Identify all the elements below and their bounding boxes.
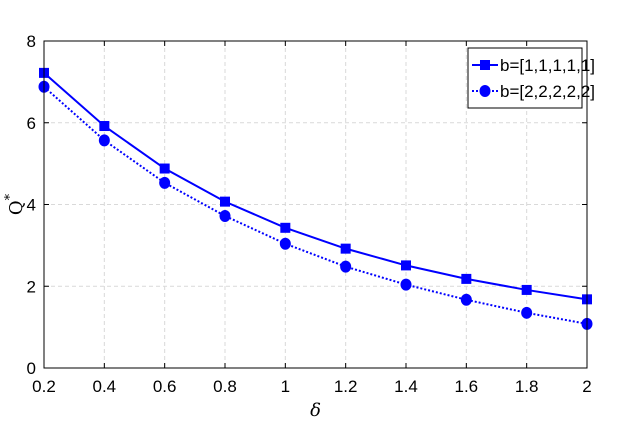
legend: b=[1,1,1,1,1] b=[2,2,2,2,2] bbox=[467, 47, 595, 109]
series-layer bbox=[38, 67, 593, 330]
series-line-1 bbox=[43, 72, 588, 301]
series-1-marker bbox=[401, 260, 411, 271]
x-tick-label: 0.6 bbox=[153, 377, 177, 396]
series-1-marker bbox=[99, 121, 110, 132]
ticks bbox=[43, 40, 588, 369]
series-1-marker bbox=[461, 273, 472, 284]
x-tick-label: 1 bbox=[281, 377, 290, 396]
x-tick-label: 1.4 bbox=[394, 377, 418, 396]
x-tick-label: 1.2 bbox=[334, 377, 358, 396]
series-1-marker bbox=[220, 196, 230, 207]
series-2-marker bbox=[159, 176, 171, 189]
legend-label-1: b=[1,1,1,1,1] bbox=[500, 56, 595, 75]
x-tick-label: 0.8 bbox=[213, 377, 237, 396]
legend-label-2: b=[2,2,2,2,2] bbox=[500, 82, 595, 101]
series-line-2 bbox=[43, 86, 588, 325]
series-2-marker bbox=[98, 134, 110, 147]
y-tick-label: 4 bbox=[27, 196, 36, 215]
series-1-marker bbox=[340, 243, 351, 254]
y-axis-label-main: Q bbox=[6, 200, 27, 215]
x-tick-label: 1.6 bbox=[455, 377, 479, 396]
x-axis-label: δ bbox=[310, 400, 321, 421]
y-tick-label: 2 bbox=[27, 277, 36, 296]
x-tick-label: 1.8 bbox=[515, 377, 539, 396]
x-tick-label: 0.4 bbox=[93, 377, 117, 396]
series-2-marker bbox=[460, 293, 472, 306]
series-2-marker bbox=[400, 278, 412, 291]
series-2-marker bbox=[521, 306, 533, 319]
y-axis-label: Q* bbox=[3, 193, 27, 215]
tick-labels: 0.2 0.4 0.6 0.8 1 1.2 1.4 1.6 1.8 2 0 2 4 6 8 bbox=[27, 32, 592, 396]
y-tick-label: 6 bbox=[27, 114, 36, 133]
y-axis-label-superscript: * bbox=[3, 193, 18, 200]
legend-marker-square bbox=[480, 60, 490, 70]
series-2-marker bbox=[279, 237, 291, 250]
legend-box bbox=[467, 47, 583, 109]
series-1-marker bbox=[159, 163, 170, 174]
series-2-marker bbox=[219, 209, 231, 222]
series-2-marker bbox=[340, 260, 352, 273]
series-1-marker bbox=[521, 284, 532, 295]
legend-marker-circle bbox=[479, 85, 491, 97]
y-tick-label: 8 bbox=[27, 32, 36, 51]
x-tick-label: 2 bbox=[582, 377, 591, 396]
series-1-marker bbox=[280, 222, 291, 233]
y-tick-label: 0 bbox=[27, 359, 36, 378]
x-tick-label: 0.2 bbox=[32, 377, 56, 396]
